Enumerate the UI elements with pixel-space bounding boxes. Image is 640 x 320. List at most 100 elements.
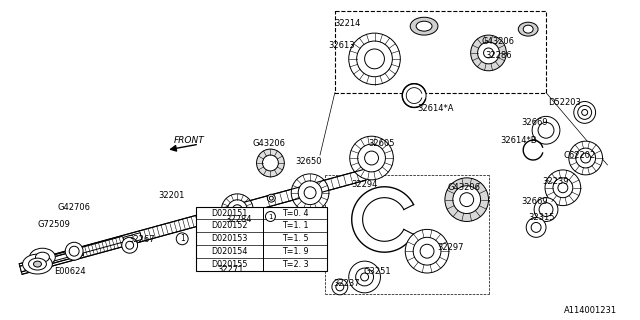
Circle shape [227,200,247,220]
Text: 32669: 32669 [521,197,547,206]
Circle shape [445,178,488,221]
Ellipse shape [22,254,52,274]
Circle shape [569,141,602,175]
Text: G43206: G43206 [482,36,515,45]
Circle shape [365,151,378,165]
Circle shape [580,153,591,163]
Text: G72509: G72509 [38,220,71,229]
Circle shape [232,205,243,215]
Circle shape [69,246,79,256]
Text: 32237: 32237 [333,279,360,288]
Ellipse shape [29,258,46,270]
Circle shape [262,155,278,171]
Text: D020153: D020153 [212,234,248,243]
Text: 32605: 32605 [368,139,395,148]
Circle shape [361,273,369,281]
Text: 32271: 32271 [218,265,244,274]
Circle shape [266,212,275,221]
Bar [223,250,259,258]
Circle shape [356,41,392,77]
Polygon shape [208,202,246,223]
Text: T=1. 1: T=1. 1 [282,221,308,230]
Circle shape [574,101,596,123]
Text: 32613: 32613 [328,42,355,51]
Polygon shape [19,170,366,274]
Circle shape [291,174,329,212]
Text: 32267: 32267 [128,235,155,244]
Ellipse shape [416,21,432,31]
Text: 32201: 32201 [158,191,184,200]
Text: G43206: G43206 [447,183,480,192]
Ellipse shape [518,22,538,36]
Circle shape [122,237,138,253]
Circle shape [403,84,426,108]
Text: E00624: E00624 [54,267,86,276]
Circle shape [460,193,474,207]
Ellipse shape [524,25,533,33]
Circle shape [405,229,449,273]
Text: 32650: 32650 [295,157,321,166]
Text: G42706: G42706 [58,203,91,212]
Circle shape [484,48,493,58]
Circle shape [349,261,380,293]
Circle shape [477,42,499,64]
Ellipse shape [253,250,264,258]
Circle shape [268,194,275,202]
Circle shape [365,49,385,69]
Text: D020155: D020155 [212,260,248,269]
Text: 32614*B: 32614*B [500,136,536,145]
Text: 1: 1 [180,234,184,243]
Ellipse shape [218,250,228,258]
Text: 32669: 32669 [521,118,547,127]
Text: T=2. 3: T=2. 3 [282,260,308,269]
Circle shape [176,233,188,245]
Circle shape [356,268,374,286]
Circle shape [358,144,385,172]
Circle shape [532,116,560,144]
Text: 32294: 32294 [351,180,378,189]
Circle shape [336,283,344,291]
Text: T=1. 5: T=1. 5 [282,234,308,243]
Circle shape [538,122,554,138]
Circle shape [269,196,273,200]
Text: C62202: C62202 [564,150,596,160]
Text: T=0. 4: T=0. 4 [282,209,308,218]
Text: D020154: D020154 [212,247,248,256]
Circle shape [531,222,541,232]
Circle shape [578,106,591,119]
Text: 32286: 32286 [485,52,512,60]
Circle shape [65,242,83,260]
Circle shape [349,136,394,180]
Circle shape [413,237,441,265]
Circle shape [349,33,400,85]
Text: 1: 1 [268,213,273,220]
Text: 32239: 32239 [543,177,569,186]
Circle shape [534,198,558,221]
Circle shape [576,148,596,168]
Text: 32284: 32284 [225,215,252,224]
Text: 32297: 32297 [438,243,464,252]
Circle shape [470,35,506,71]
Circle shape [558,183,568,193]
Circle shape [221,194,253,226]
Circle shape [298,181,322,204]
Text: D52203: D52203 [548,98,581,107]
Circle shape [420,244,434,258]
Circle shape [332,279,348,295]
Polygon shape [123,233,142,244]
Text: D020151: D020151 [212,209,248,218]
Ellipse shape [29,248,55,266]
Circle shape [125,241,134,249]
Text: G43206: G43206 [253,139,285,148]
Circle shape [582,109,588,116]
Polygon shape [20,249,83,272]
Bar [196,207,327,271]
Circle shape [304,187,316,199]
Circle shape [453,186,481,213]
Circle shape [257,149,284,177]
Text: A114001231: A114001231 [564,306,618,315]
Circle shape [539,203,553,217]
Ellipse shape [35,252,49,262]
Ellipse shape [33,261,42,267]
Text: FRONT: FRONT [174,136,205,145]
